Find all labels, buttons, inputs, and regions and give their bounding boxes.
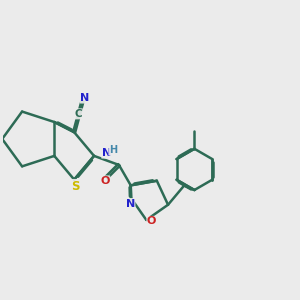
Text: O: O — [147, 216, 156, 226]
Text: N: N — [80, 93, 89, 103]
Text: S: S — [71, 180, 79, 193]
Text: C: C — [75, 109, 82, 119]
Text: H: H — [109, 145, 117, 155]
Text: N: N — [126, 199, 135, 208]
Text: N: N — [102, 148, 111, 158]
Text: O: O — [100, 176, 110, 186]
